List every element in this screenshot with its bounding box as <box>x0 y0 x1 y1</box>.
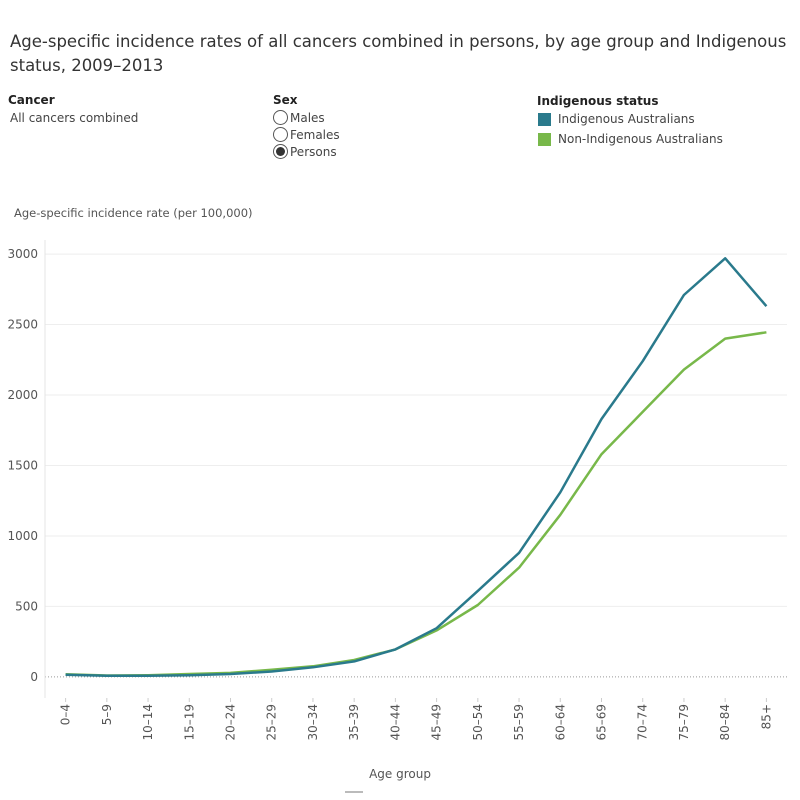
x-tick-label: 75–79 <box>677 704 691 741</box>
y-tick-label: 1500 <box>7 458 38 472</box>
scroll-indicator <box>345 791 363 793</box>
x-axis-title: Age group <box>369 767 431 781</box>
x-tick-label: 45–49 <box>430 704 444 741</box>
x-tick-label: 80–84 <box>718 704 732 741</box>
filter-label: Cancer <box>8 93 55 107</box>
y-tick-label: 500 <box>15 599 38 613</box>
radio-label: Females <box>290 127 340 142</box>
y-tick-label: 3000 <box>7 247 38 261</box>
y-axis-title: Age-specific incidence rate (per 100,000… <box>14 206 253 220</box>
legend-label: Non-Indigenous Australians <box>558 132 723 146</box>
legend-item[interactable]: Indigenous Australians <box>538 112 695 126</box>
y-tick-label: 0 <box>30 670 38 684</box>
legend-title: Indigenous status <box>537 94 659 108</box>
radio-label: Persons <box>290 144 337 159</box>
x-tick-label: 0–4 <box>59 704 73 725</box>
filter-value[interactable]: All cancers combined <box>10 111 139 125</box>
radio-button[interactable] <box>273 127 288 142</box>
radio-option[interactable]: Males <box>273 110 325 125</box>
y-tick-label: 1000 <box>7 529 38 543</box>
x-tick-label: 50–54 <box>471 704 485 741</box>
x-tick-label: 70–74 <box>636 704 650 741</box>
x-tick-label: 25–29 <box>265 704 279 741</box>
radio-button[interactable] <box>273 144 288 159</box>
x-tick-label: 40–44 <box>388 704 402 741</box>
series-line <box>65 331 767 677</box>
legend-swatch <box>538 132 551 146</box>
y-tick-label: 2000 <box>7 388 38 402</box>
series-line <box>65 257 768 677</box>
radio-option[interactable]: Females <box>273 127 340 142</box>
x-tick-label: 55–59 <box>512 704 526 741</box>
x-tick-label: 85+ <box>759 704 773 729</box>
x-tick-label: 35–39 <box>347 704 361 741</box>
legend-label: Indigenous Australians <box>558 112 695 126</box>
x-tick-label: 60–64 <box>553 704 567 741</box>
filter-label: Sex <box>273 93 298 107</box>
y-tick-label: 2500 <box>7 318 38 332</box>
chart-title: Age-specific incidence rates of all canc… <box>10 32 787 75</box>
x-tick-label: 20–24 <box>224 704 238 741</box>
radio-label: Males <box>290 110 325 125</box>
x-tick-label: 10–14 <box>141 704 155 741</box>
legend-swatch <box>538 112 551 126</box>
radio-button[interactable] <box>273 110 288 125</box>
x-tick-label: 15–19 <box>182 704 196 741</box>
radio-option[interactable]: Persons <box>273 144 337 159</box>
x-tick-label: 65–69 <box>595 704 609 741</box>
legend-item[interactable]: Non-Indigenous Australians <box>538 132 723 146</box>
radio-dot <box>276 147 285 156</box>
x-tick-label: 30–34 <box>306 704 320 741</box>
x-tick-label: 5–9 <box>100 704 114 725</box>
